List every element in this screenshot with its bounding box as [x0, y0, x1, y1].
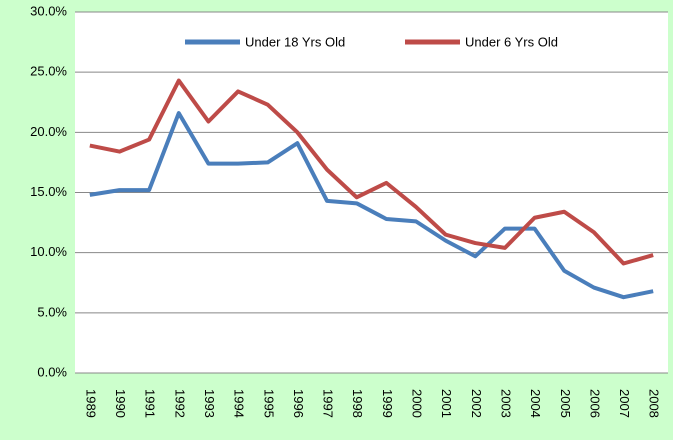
series-line — [89, 111, 654, 300]
y-tick-label: 5.0% — [37, 304, 67, 319]
y-tick-label: 20.0% — [30, 124, 67, 139]
x-tick-label: 1998 — [350, 389, 365, 418]
series-line — [89, 78, 654, 266]
legend-label: Under 6 Yrs Old — [465, 34, 558, 49]
x-tick-label: 1992 — [172, 389, 187, 418]
x-tick-label: 1991 — [143, 389, 158, 418]
y-tick-label: 10.0% — [30, 244, 67, 259]
x-tick-label: 2008 — [647, 389, 662, 418]
x-tick-label: 1999 — [380, 389, 395, 418]
x-tick-label: 1996 — [291, 389, 306, 418]
y-tick-label: 30.0% — [30, 3, 67, 18]
x-tick-label: 2007 — [617, 389, 632, 418]
legend-label: Under 18 Yrs Old — [245, 34, 345, 49]
y-tick-label: 25.0% — [30, 64, 67, 79]
x-tick-label: 2003 — [498, 389, 513, 418]
x-tick-label: 2001 — [439, 389, 454, 418]
x-tick-label: 1994 — [232, 389, 247, 418]
y-tick-label: 0.0% — [37, 364, 67, 379]
x-tick-label: 1993 — [202, 389, 217, 418]
x-tick-label: 2004 — [528, 389, 543, 418]
x-tick-label: 1997 — [321, 389, 336, 418]
x-tick-label: 1995 — [261, 389, 276, 418]
x-tick-label: 2000 — [410, 389, 425, 418]
x-tick-label: 1989 — [83, 389, 98, 418]
x-tick-label: 1990 — [113, 389, 128, 418]
x-tick-label: 2006 — [587, 389, 602, 418]
x-tick-label: 2002 — [469, 389, 484, 418]
x-tick-label: 2005 — [558, 389, 573, 418]
y-tick-label: 15.0% — [30, 184, 67, 199]
